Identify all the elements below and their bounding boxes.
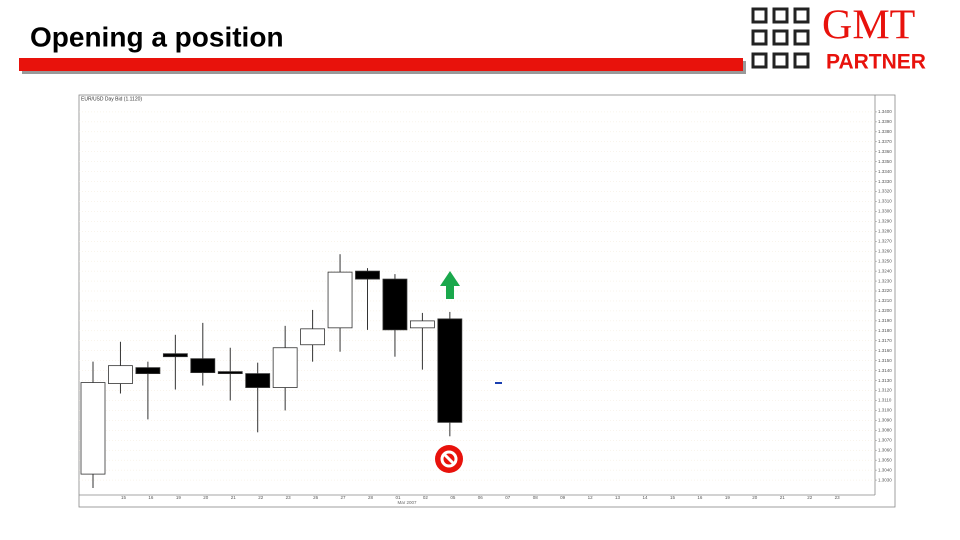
x-tick-label: 21	[231, 495, 237, 500]
y-tick-label: 1.3180	[878, 328, 892, 333]
y-tick-label: 1.3290	[878, 219, 892, 224]
logo-subtext: PARTNER	[826, 51, 926, 74]
candle-body	[108, 365, 133, 384]
y-tick-label: 1.3220	[878, 288, 892, 293]
y-tick-label: 1.3400	[878, 109, 892, 114]
y-tick-label: 1.3250	[878, 258, 892, 263]
y-tick-label: 1.3120	[878, 388, 892, 393]
y-tick-label: 1.3170	[878, 338, 892, 343]
y-tick-label: 1.3360	[878, 149, 892, 154]
y-tick-label: 1.3230	[878, 278, 892, 283]
x-tick-label: 20	[752, 495, 758, 500]
x-tick-label: 14	[642, 495, 648, 500]
y-tick-label: 1.3310	[878, 199, 892, 204]
y-tick-label: 1.3300	[878, 209, 892, 214]
y-tick-label: 1.3100	[878, 408, 892, 413]
candle-body	[190, 358, 216, 374]
x-tick-label: 27	[341, 495, 347, 500]
slide-title: Opening a position	[30, 21, 284, 52]
x-tick-label: 08	[533, 495, 539, 500]
y-tick-label: 1.3350	[878, 159, 892, 164]
y-tick-label: 1.3370	[878, 139, 892, 144]
y-tick-label: 1.3210	[878, 298, 892, 303]
x-tick-label: 16	[148, 495, 154, 500]
x-tick-label: 19	[725, 495, 731, 500]
y-tick-label: 1.3110	[878, 398, 892, 403]
x-tick-label: 19	[176, 495, 182, 500]
candle-body	[409, 320, 435, 329]
y-tick-label: 1.3080	[878, 428, 892, 433]
y-tick-label: 1.3130	[878, 378, 892, 383]
y-tick-label: 1.3160	[878, 348, 892, 353]
x-tick-label: 12	[588, 495, 594, 500]
x-tick-label: 01	[395, 495, 401, 500]
candle-body	[135, 367, 161, 375]
x-tick-label: 21	[780, 495, 786, 500]
logo-text: GMT	[822, 3, 915, 49]
candle-body	[382, 278, 408, 331]
x-tick-label: 22	[807, 495, 813, 500]
x-tick-label: 15	[670, 495, 676, 500]
y-tick-label: 1.3190	[878, 318, 892, 323]
y-tick-label: 1.3390	[878, 119, 892, 124]
x-tick-label: 26	[313, 495, 319, 500]
y-tick-label: 1.3280	[878, 229, 892, 234]
x-tick-label: 09	[560, 495, 566, 500]
y-tick-label: 1.3380	[878, 129, 892, 134]
buy-arrow	[440, 271, 460, 299]
x-tick-label: 02	[423, 495, 429, 500]
candle-body	[300, 328, 326, 346]
candle-body	[217, 371, 243, 375]
x-tick-label: 15	[121, 495, 127, 500]
x-tick-label: 16	[697, 495, 703, 500]
candle-body	[355, 270, 380, 280]
x-tick-label: 06	[478, 495, 484, 500]
candle-body	[80, 382, 106, 475]
candle-body	[327, 271, 353, 329]
x-tick-label: 28	[368, 495, 374, 500]
chart-title: EUR/USD Day Bid (1.1120)	[81, 96, 142, 102]
x-tick-label: 07	[505, 495, 511, 500]
y-tick-label: 1.3240	[878, 268, 892, 273]
x-group-label: Mar 2007	[397, 500, 417, 505]
candle-body	[162, 353, 188, 358]
y-tick-label: 1.3050	[878, 457, 892, 462]
logo-grid	[751, 7, 810, 69]
candle-body	[272, 347, 298, 388]
y-tick-label: 1.3030	[878, 477, 892, 482]
x-tick-label: 22	[258, 495, 264, 500]
x-tick-label: 23	[835, 495, 841, 500]
y-tick-label: 1.3060	[878, 447, 892, 452]
y-tick-label: 1.3070	[878, 437, 892, 442]
y-tick-label: 1.3150	[878, 358, 892, 363]
y-tick-label: 1.3090	[878, 418, 892, 423]
y-tick-label: 1.3040	[878, 467, 892, 472]
y-tick-label: 1.3200	[878, 308, 892, 313]
x-tick-label: 05	[450, 495, 456, 500]
candle-body	[245, 373, 271, 388]
y-tick-label: 1.3340	[878, 169, 892, 174]
title-bar	[19, 58, 743, 71]
y-tick-label: 1.3260	[878, 248, 892, 253]
y-tick-label: 1.3320	[878, 189, 892, 194]
x-tick-label: 13	[615, 495, 621, 500]
x-tick-label: 23	[286, 495, 292, 500]
y-tick-label: 1.3140	[878, 368, 892, 373]
y-tick-label: 1.3270	[878, 238, 892, 243]
x-tick-label: 20	[203, 495, 209, 500]
stop-icon	[435, 445, 463, 473]
y-tick-label: 1.3330	[878, 179, 892, 184]
candle-body	[437, 318, 463, 423]
